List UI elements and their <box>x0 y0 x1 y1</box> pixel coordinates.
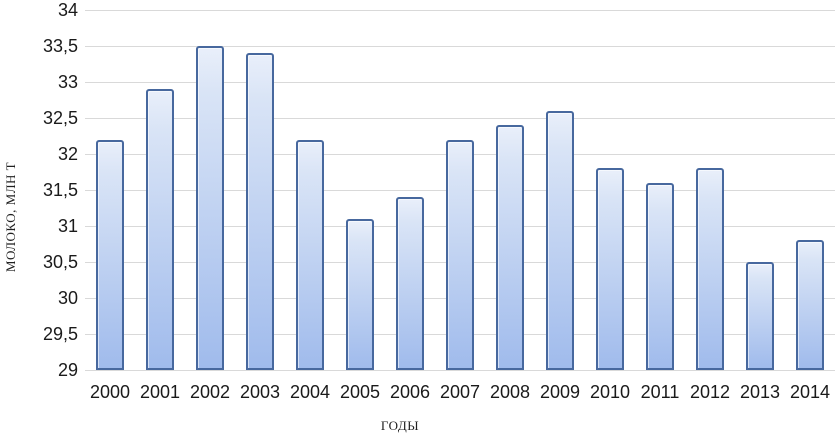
x-axis-title: ГОДЫ <box>380 418 420 433</box>
gridline <box>85 118 835 119</box>
y-tick-label: 33,5 <box>42 36 78 56</box>
y-tick-label: 33 <box>57 72 78 92</box>
y-tick-label: 30,5 <box>42 252 78 272</box>
x-tick-label-2006: 2006 <box>389 382 431 402</box>
x-tick-label-2003: 2003 <box>239 382 281 402</box>
bar-2011 <box>646 183 674 370</box>
y-tick-label: 32,5 <box>42 108 78 128</box>
bar-2007 <box>446 140 474 370</box>
gridline <box>85 10 835 11</box>
y-tick-label: 29 <box>57 360 78 380</box>
x-tick-label-2013: 2013 <box>739 382 781 402</box>
bar-2014 <box>796 240 824 370</box>
x-tick-label-2012: 2012 <box>689 382 731 402</box>
x-tick-label-2011: 2011 <box>640 382 680 402</box>
y-tick-label: 34 <box>57 0 78 20</box>
bar-2006 <box>396 197 424 370</box>
gridline <box>85 370 835 371</box>
y-tick-label: 29,5 <box>42 324 78 344</box>
bar-2002 <box>196 46 224 370</box>
bar-2001 <box>146 89 174 370</box>
x-tick-label-2009: 2009 <box>539 382 581 402</box>
bar-2004 <box>296 140 324 370</box>
bar-2010 <box>596 168 624 370</box>
x-axis-tick-labels: 2000 2001 2002 2003 2004 2005 2006 2007 2008 2009… <box>85 382 835 406</box>
x-tick-label-2014: 2014 <box>789 382 831 402</box>
y-tick-label: 30 <box>57 288 78 308</box>
x-tick-label-2004: 2004 <box>289 382 331 402</box>
bar-2013 <box>746 262 774 370</box>
x-tick-label-2008: 2008 <box>489 382 531 402</box>
bar-2000 <box>96 140 124 370</box>
y-tick-label: 31 <box>57 216 78 236</box>
bar-2003 <box>246 53 274 370</box>
gridline <box>85 46 835 47</box>
x-tick-label-2001: 2001 <box>139 382 181 402</box>
y-tick-label: 31,5 <box>42 180 78 200</box>
x-tick-label-2007: 2007 <box>439 382 481 402</box>
gridline <box>85 82 835 83</box>
bar-2009 <box>546 111 574 370</box>
bar-2012 <box>696 168 724 370</box>
x-tick-label-2002: 2002 <box>189 382 231 402</box>
x-tick-label-2000: 2000 <box>89 382 131 402</box>
bar-2005 <box>346 219 374 370</box>
x-tick-label-2005: 2005 <box>339 382 381 402</box>
bar-2008 <box>496 125 524 370</box>
plot-area <box>85 10 835 371</box>
y-tick-label: 32 <box>57 144 78 164</box>
x-tick-label-2010: 2010 <box>589 382 631 402</box>
